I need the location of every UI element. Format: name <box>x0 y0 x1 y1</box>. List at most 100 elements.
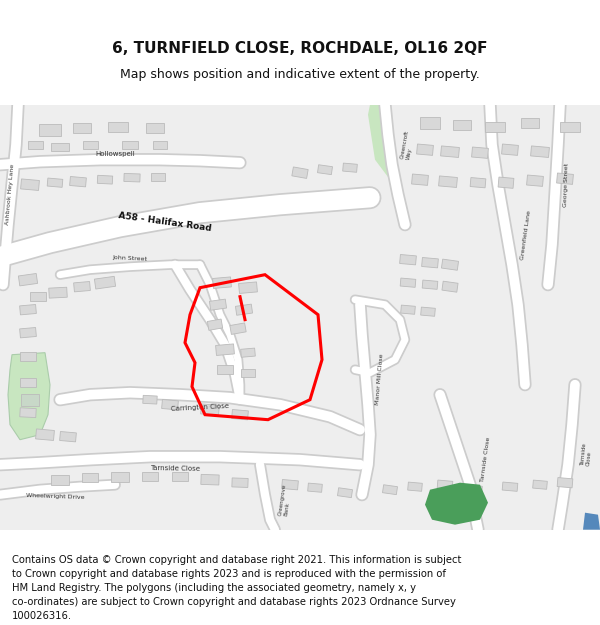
Polygon shape <box>502 144 518 156</box>
Polygon shape <box>453 120 471 130</box>
Polygon shape <box>20 328 37 338</box>
Text: co-ordinates) are subject to Crown copyright and database rights 2023 Ordnance S: co-ordinates) are subject to Crown copyr… <box>12 597 456 607</box>
Polygon shape <box>59 431 76 442</box>
Polygon shape <box>201 474 219 485</box>
Polygon shape <box>232 409 248 420</box>
Text: Map shows position and indicative extent of the property.: Map shows position and indicative extent… <box>120 68 480 81</box>
Polygon shape <box>8 352 50 440</box>
Polygon shape <box>292 167 308 178</box>
Polygon shape <box>51 142 69 151</box>
Polygon shape <box>20 352 36 361</box>
Polygon shape <box>108 122 128 132</box>
Polygon shape <box>368 105 400 180</box>
Polygon shape <box>557 478 573 488</box>
Polygon shape <box>281 479 298 490</box>
Text: 6, TURNFIELD CLOSE, ROCHDALE, OL16 2QF: 6, TURNFIELD CLOSE, ROCHDALE, OL16 2QF <box>112 41 488 56</box>
Polygon shape <box>425 482 488 525</box>
Text: Ashbrook Hey Lane: Ashbrook Hey Lane <box>5 164 15 226</box>
Polygon shape <box>442 281 458 292</box>
Polygon shape <box>412 174 428 186</box>
Text: John Street: John Street <box>112 255 148 262</box>
Text: Tarnside Close: Tarnside Close <box>480 437 491 483</box>
Polygon shape <box>230 323 246 334</box>
Polygon shape <box>161 399 178 410</box>
Polygon shape <box>583 512 600 530</box>
Polygon shape <box>338 488 352 498</box>
Polygon shape <box>30 292 46 301</box>
Text: to Crown copyright and database rights 2023 and is reproduced with the permissio: to Crown copyright and database rights 2… <box>12 569 446 579</box>
Polygon shape <box>172 472 188 481</box>
Polygon shape <box>400 278 416 288</box>
Polygon shape <box>422 280 438 289</box>
Polygon shape <box>74 281 91 292</box>
Polygon shape <box>502 482 518 491</box>
Polygon shape <box>239 282 257 294</box>
Polygon shape <box>416 144 433 156</box>
Polygon shape <box>146 122 164 132</box>
Polygon shape <box>124 173 140 182</box>
Polygon shape <box>421 307 436 316</box>
Polygon shape <box>209 299 227 310</box>
Text: Greencroft
Way: Greencroft Way <box>400 129 416 160</box>
Polygon shape <box>20 304 37 315</box>
Polygon shape <box>73 122 91 132</box>
Polygon shape <box>521 118 539 127</box>
Polygon shape <box>442 259 458 270</box>
Polygon shape <box>530 146 550 158</box>
Text: A58 - Halifax Road: A58 - Halifax Road <box>118 211 212 232</box>
Polygon shape <box>472 147 488 158</box>
Text: Tarnside Close: Tarnside Close <box>150 465 200 471</box>
Polygon shape <box>47 178 63 187</box>
Polygon shape <box>317 165 332 174</box>
Polygon shape <box>21 394 39 406</box>
Polygon shape <box>200 404 220 416</box>
Polygon shape <box>343 163 358 172</box>
Text: Contains OS data © Crown copyright and database right 2021. This information is : Contains OS data © Crown copyright and d… <box>12 554 461 564</box>
Polygon shape <box>212 277 232 289</box>
Polygon shape <box>208 319 223 331</box>
Polygon shape <box>498 177 514 188</box>
Polygon shape <box>19 274 38 286</box>
Polygon shape <box>241 369 255 377</box>
Text: George Street: George Street <box>563 162 569 207</box>
Text: Wheelwright Drive: Wheelwright Drive <box>26 492 85 500</box>
Polygon shape <box>439 176 457 188</box>
Polygon shape <box>533 480 547 489</box>
Polygon shape <box>111 472 129 482</box>
Polygon shape <box>28 141 43 149</box>
Text: Greengrove
Bank: Greengrove Bank <box>278 483 293 516</box>
Polygon shape <box>527 175 544 186</box>
Text: Carrington Close: Carrington Close <box>171 402 229 412</box>
Polygon shape <box>470 177 486 188</box>
Polygon shape <box>440 146 460 158</box>
Polygon shape <box>51 475 69 485</box>
Polygon shape <box>437 480 453 489</box>
Polygon shape <box>82 473 98 482</box>
Text: Hollowspell: Hollowspell <box>95 151 135 157</box>
Polygon shape <box>420 117 440 129</box>
Polygon shape <box>39 124 61 136</box>
Polygon shape <box>215 344 235 356</box>
Polygon shape <box>97 175 113 184</box>
Polygon shape <box>560 122 580 132</box>
Polygon shape <box>422 258 439 268</box>
Polygon shape <box>485 122 505 132</box>
Text: Manor Mill Close: Manor Mill Close <box>375 354 385 406</box>
Polygon shape <box>20 179 40 191</box>
Polygon shape <box>383 485 397 494</box>
Polygon shape <box>122 141 138 149</box>
Polygon shape <box>401 305 415 314</box>
Polygon shape <box>70 176 86 187</box>
Text: Greenfield Lane: Greenfield Lane <box>520 209 532 260</box>
Polygon shape <box>241 348 256 358</box>
Polygon shape <box>235 304 253 315</box>
Polygon shape <box>400 254 416 265</box>
Polygon shape <box>308 483 322 492</box>
Polygon shape <box>0 192 370 265</box>
Text: Tarnside
Close: Tarnside Close <box>580 442 593 467</box>
Polygon shape <box>557 173 574 184</box>
Polygon shape <box>142 472 158 481</box>
Polygon shape <box>217 365 233 374</box>
Polygon shape <box>232 478 248 488</box>
Text: 100026316.: 100026316. <box>12 611 72 621</box>
